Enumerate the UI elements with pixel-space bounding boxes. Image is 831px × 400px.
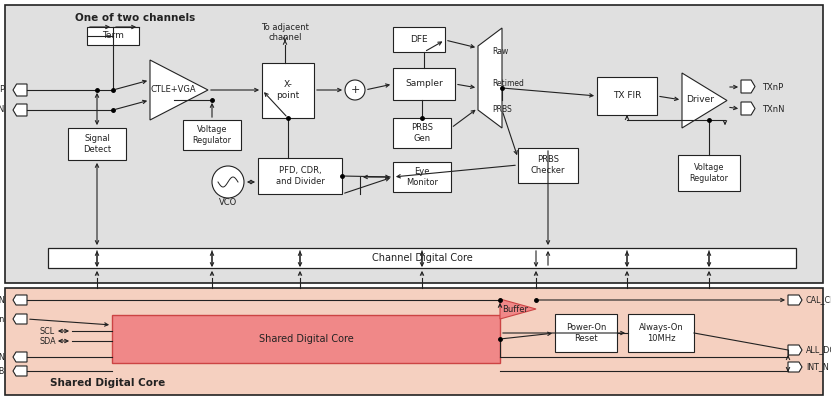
Polygon shape xyxy=(682,73,727,128)
Text: PRBS
Gen: PRBS Gen xyxy=(411,123,433,143)
Text: One of two channels: One of two channels xyxy=(75,13,195,23)
Text: PRBS
Checker: PRBS Checker xyxy=(531,155,565,175)
Polygon shape xyxy=(13,104,27,116)
Text: Always-On
10MHz: Always-On 10MHz xyxy=(639,323,683,343)
FancyBboxPatch shape xyxy=(518,148,578,183)
Text: +: + xyxy=(351,85,360,95)
Text: ADDRn: ADDRn xyxy=(0,314,5,324)
Text: TXnN: TXnN xyxy=(762,104,784,114)
Text: SDA: SDA xyxy=(40,336,57,346)
Polygon shape xyxy=(788,345,802,355)
FancyBboxPatch shape xyxy=(555,314,617,352)
FancyBboxPatch shape xyxy=(48,248,796,268)
Text: To adjacent
channel: To adjacent channel xyxy=(261,23,309,42)
FancyBboxPatch shape xyxy=(183,120,241,150)
Text: Voltage
Regulator: Voltage Regulator xyxy=(690,163,729,183)
Polygon shape xyxy=(478,28,502,128)
Text: CTLE+VGA: CTLE+VGA xyxy=(150,86,196,94)
Text: PRBS: PRBS xyxy=(492,106,512,114)
FancyBboxPatch shape xyxy=(678,155,740,191)
FancyBboxPatch shape xyxy=(628,314,694,352)
FancyBboxPatch shape xyxy=(393,27,445,52)
FancyBboxPatch shape xyxy=(68,128,126,160)
Polygon shape xyxy=(788,362,802,372)
Text: Retimed: Retimed xyxy=(492,80,524,88)
Polygon shape xyxy=(13,84,27,96)
Text: Channel Digital Core: Channel Digital Core xyxy=(371,253,472,263)
Polygon shape xyxy=(741,80,755,93)
Text: Term: Term xyxy=(102,32,124,40)
FancyBboxPatch shape xyxy=(262,63,314,118)
Polygon shape xyxy=(788,295,802,305)
Polygon shape xyxy=(13,295,27,305)
Polygon shape xyxy=(500,299,536,319)
Text: Voltage
Regulator: Voltage Regulator xyxy=(193,125,232,145)
Text: Shared Digital Core: Shared Digital Core xyxy=(50,378,165,388)
Text: Raw: Raw xyxy=(492,46,509,56)
Text: Power-On
Reset: Power-On Reset xyxy=(566,323,606,343)
FancyBboxPatch shape xyxy=(5,5,823,283)
Text: X-
point: X- point xyxy=(277,80,300,100)
Text: Buffer: Buffer xyxy=(502,304,528,314)
Text: VCO: VCO xyxy=(219,198,237,207)
FancyBboxPatch shape xyxy=(87,27,139,45)
Polygon shape xyxy=(13,314,27,324)
Text: READ_EN_N: READ_EN_N xyxy=(0,352,5,362)
FancyBboxPatch shape xyxy=(393,162,451,192)
FancyBboxPatch shape xyxy=(597,77,657,115)
FancyBboxPatch shape xyxy=(5,288,823,395)
Text: CAL_CLK_IN: CAL_CLK_IN xyxy=(0,296,5,304)
Text: Sampler: Sampler xyxy=(406,80,443,88)
Text: Driver: Driver xyxy=(686,96,714,104)
Polygon shape xyxy=(13,366,27,376)
Text: SCL: SCL xyxy=(40,326,55,336)
Circle shape xyxy=(345,80,365,100)
Polygon shape xyxy=(150,60,208,120)
Text: Shared Digital Core: Shared Digital Core xyxy=(258,334,353,344)
FancyBboxPatch shape xyxy=(112,315,500,363)
FancyBboxPatch shape xyxy=(393,118,451,148)
FancyBboxPatch shape xyxy=(393,68,455,100)
Text: RXnN: RXnN xyxy=(0,106,5,114)
Polygon shape xyxy=(741,102,755,115)
Text: INT_N: INT_N xyxy=(806,362,829,372)
Text: Eye
Monitor: Eye Monitor xyxy=(406,167,438,187)
Circle shape xyxy=(212,166,244,198)
Text: EN_SMB: EN_SMB xyxy=(0,366,5,376)
Text: CAL_CLK_OUT: CAL_CLK_OUT xyxy=(806,296,831,304)
Text: ALL_DONE_N: ALL_DONE_N xyxy=(806,346,831,354)
Text: Signal
Detect: Signal Detect xyxy=(83,134,111,154)
Text: TXnP: TXnP xyxy=(762,82,784,92)
Text: TX FIR: TX FIR xyxy=(612,92,642,100)
Text: PFD, CDR,
and Divider: PFD, CDR, and Divider xyxy=(276,166,324,186)
FancyBboxPatch shape xyxy=(258,158,342,194)
Text: DFE: DFE xyxy=(411,34,428,44)
Text: RXnP: RXnP xyxy=(0,86,5,94)
Polygon shape xyxy=(13,352,27,362)
